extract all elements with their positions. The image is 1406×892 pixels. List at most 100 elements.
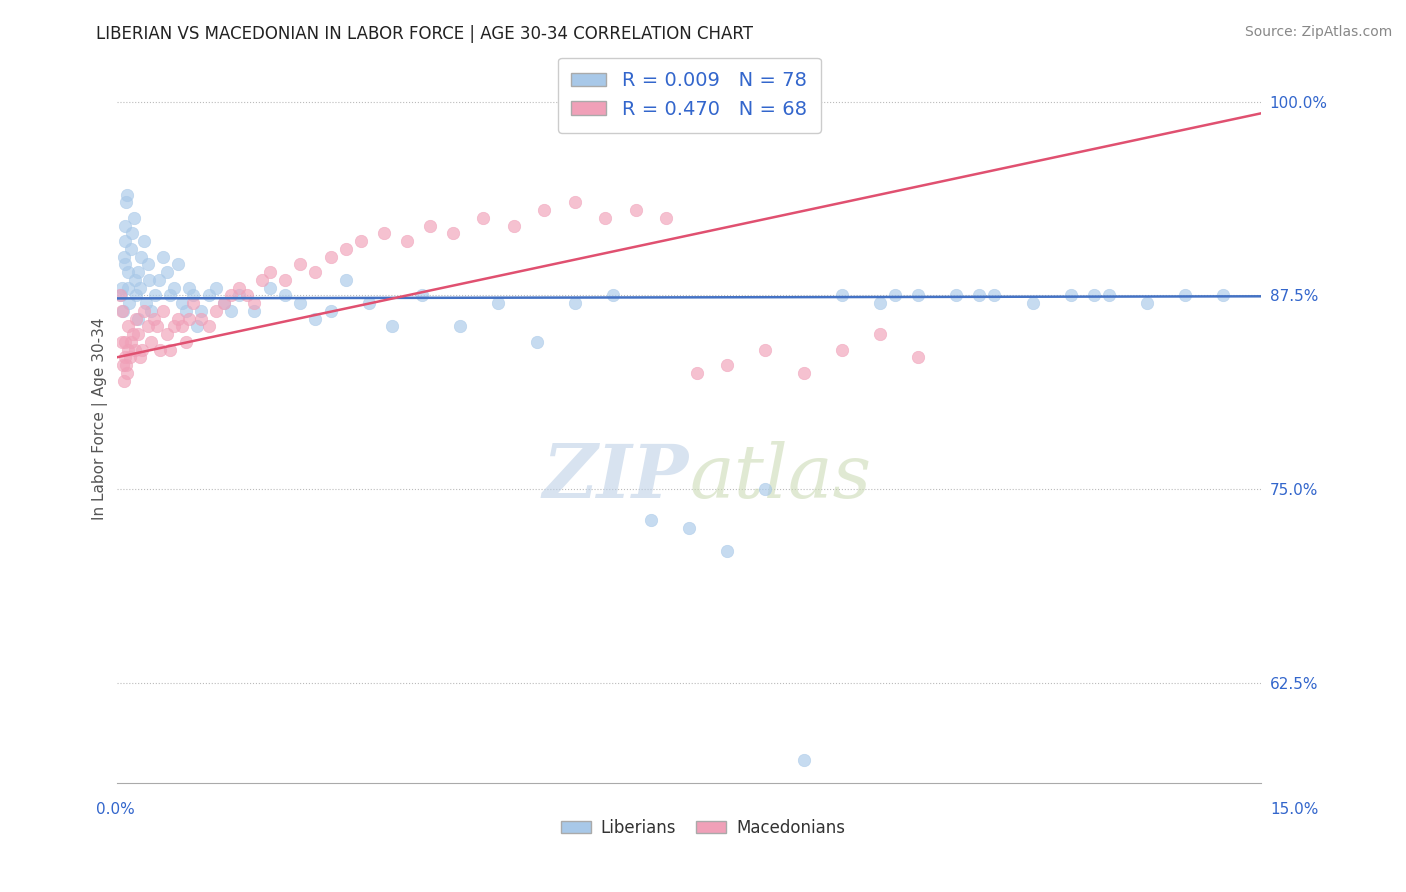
Point (125, 288, 148, 302)
Point (134, 303, 156, 318)
Point (472, 211, 495, 225)
Point (114, 257, 136, 271)
Text: 0.0%: 0.0% (96, 802, 135, 816)
Point (793, 366, 815, 380)
Point (678, 521, 700, 535)
Text: atlas: atlas (689, 442, 872, 514)
Point (357, 296, 380, 310)
Point (167, 257, 190, 271)
Point (143, 288, 166, 302)
Point (112, 250, 135, 264)
Point (174, 303, 197, 318)
Point (319, 250, 342, 264)
Point (115, 358, 138, 372)
Point (181, 288, 204, 302)
Point (114, 334, 136, 349)
Point (139, 334, 162, 349)
Point (1059, 288, 1081, 302)
Point (564, 296, 586, 310)
Legend: R = 0.009   N = 78, R = 0.470   N = 68: R = 0.009 N = 78, R = 0.470 N = 68 (558, 58, 821, 133)
Point (1212, 288, 1234, 302)
Point (1021, 296, 1043, 310)
Point (179, 311, 201, 326)
Point (793, 753, 815, 767)
Point (488, 296, 510, 310)
Point (288, 257, 311, 271)
Point (112, 374, 135, 388)
Point (381, 319, 404, 334)
Point (411, 288, 433, 302)
Point (110, 303, 132, 318)
Point (152, 303, 174, 318)
Point (159, 343, 181, 357)
Point (186, 319, 208, 334)
Point (1136, 296, 1159, 310)
Point (114, 234, 136, 248)
Point (754, 482, 776, 496)
Point (155, 326, 177, 341)
Point (115, 187, 138, 202)
Point (228, 288, 250, 302)
Point (112, 303, 135, 318)
Point (449, 319, 471, 334)
Point (127, 326, 149, 341)
Point (179, 280, 201, 294)
Point (125, 311, 148, 326)
Point (502, 219, 524, 233)
Point (419, 219, 441, 233)
Point (132, 234, 155, 248)
Point (1083, 288, 1105, 302)
Point (197, 319, 219, 334)
Point (111, 280, 134, 294)
Point (111, 334, 134, 349)
Point (319, 303, 342, 318)
Legend: Liberians, Macedonians: Liberians, Macedonians (554, 813, 852, 844)
Point (128, 351, 150, 365)
Point (138, 273, 160, 287)
Point (288, 296, 311, 310)
Point (135, 296, 157, 310)
Point (142, 311, 165, 326)
Point (564, 195, 586, 210)
Point (212, 296, 235, 310)
Point (274, 288, 297, 302)
Point (602, 288, 624, 302)
Text: Source: ZipAtlas.com: Source: ZipAtlas.com (1244, 25, 1392, 39)
Point (159, 288, 181, 302)
Point (754, 343, 776, 357)
Point (205, 280, 228, 294)
Point (141, 303, 163, 318)
Point (114, 351, 136, 365)
Point (335, 273, 357, 287)
Point (114, 219, 136, 233)
Point (118, 296, 141, 310)
Point (533, 203, 555, 218)
Point (170, 296, 193, 310)
Point (190, 303, 212, 318)
Point (122, 326, 145, 341)
Point (395, 234, 418, 248)
Point (136, 319, 159, 334)
Point (907, 351, 929, 365)
Point (167, 311, 190, 326)
Point (117, 280, 139, 294)
Point (831, 288, 853, 302)
Point (112, 358, 135, 372)
Point (122, 211, 145, 225)
Point (174, 334, 197, 349)
Point (243, 303, 266, 318)
Point (115, 366, 138, 380)
Point (945, 288, 967, 302)
Point (127, 311, 149, 326)
Point (121, 227, 143, 241)
Text: 15.0%: 15.0% (1271, 802, 1319, 816)
Point (907, 288, 929, 302)
Point (163, 280, 186, 294)
Point (149, 343, 172, 357)
Point (120, 242, 142, 256)
Point (170, 319, 193, 334)
Point (124, 343, 146, 357)
Point (655, 211, 678, 225)
Point (716, 358, 738, 372)
Point (884, 288, 907, 302)
